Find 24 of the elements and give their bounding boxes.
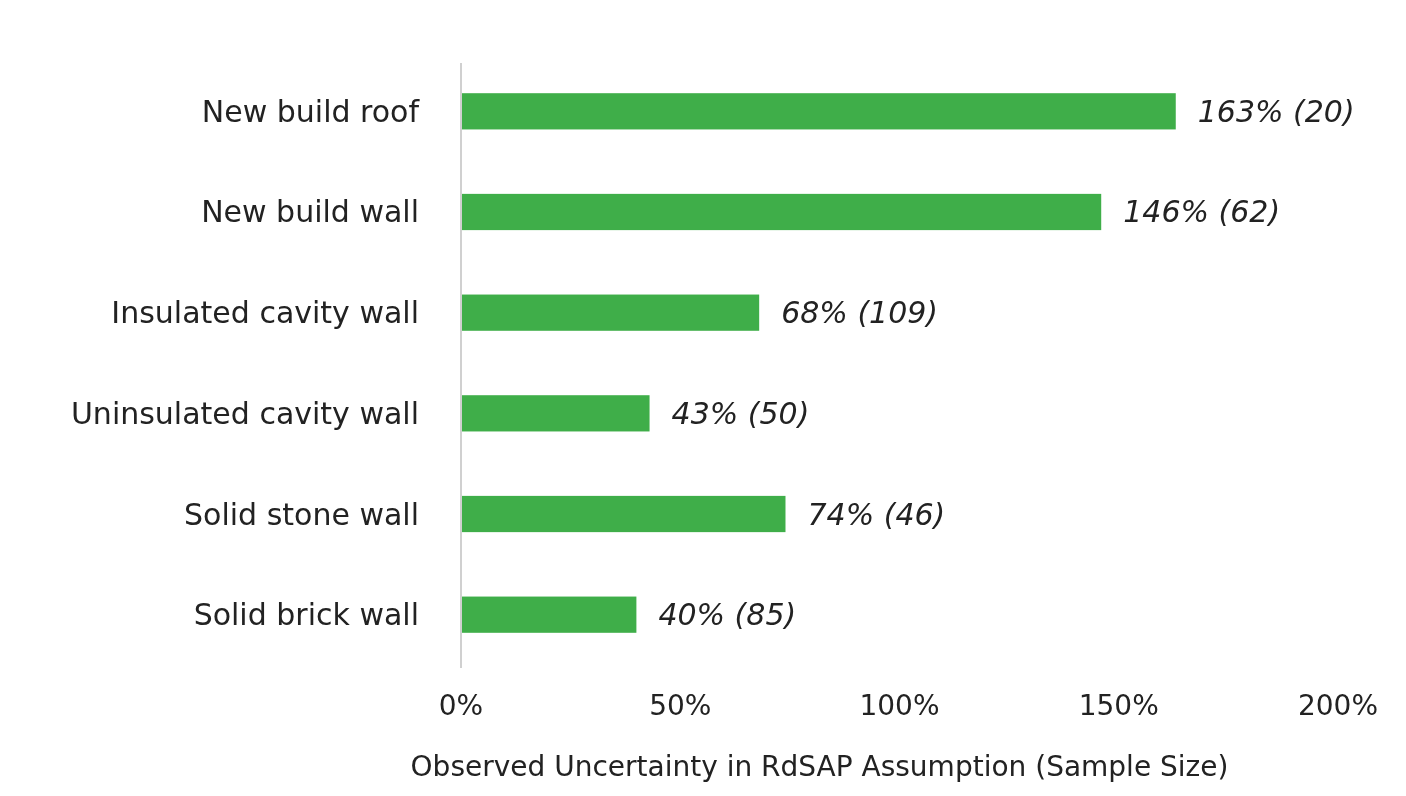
y-tick-label: New build wall [201,194,419,230]
x-tick-label: 50% [649,689,712,722]
bar [461,193,1102,231]
bar [461,93,1176,130]
x-tick-label: 200% [1297,689,1379,722]
data-label: 40% (85) [658,597,797,633]
data-label: 74% (46) [807,496,946,532]
x-tick-label: 100% [859,689,940,722]
bar [461,596,637,633]
x-axis-title: Observed Uncertainty in RdSAP Assumption (Sample Size) [410,750,1229,783]
x-tick-label: 0% [438,689,484,722]
y-tick-label: Uninsulated cavity wall [70,395,419,431]
bar [461,395,650,432]
data-label: 163% (20) [1197,93,1355,129]
bar [461,495,786,533]
y-tick-label: Solid stone wall [184,496,419,532]
x-tick-label: 150% [1078,689,1159,722]
data-label: 43% (50) [671,395,810,431]
y-tick-label: New build roof [201,93,421,129]
data-label: 68% (109) [781,295,939,331]
bar [461,294,760,331]
data-label: 146% (62) [1123,194,1281,230]
y-tick-label: Insulated cavity wall [111,295,419,331]
y-tick-label: Solid brick wall [193,597,419,633]
